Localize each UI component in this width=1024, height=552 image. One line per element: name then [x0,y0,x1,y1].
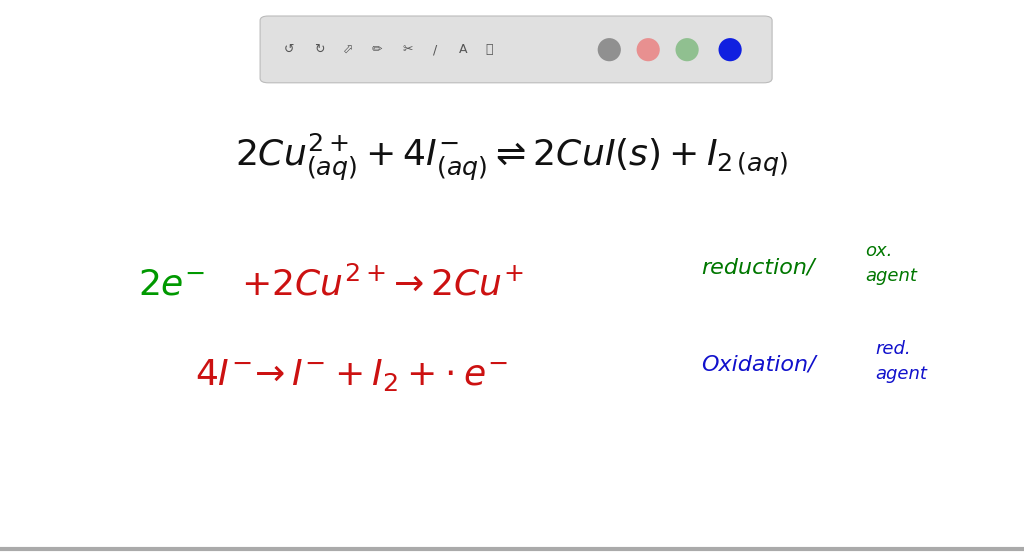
Text: agent: agent [876,365,928,383]
Ellipse shape [598,38,621,61]
Text: $+2Cu^{2+}\!\rightarrow 2Cu^{+}$: $+2Cu^{2+}\!\rightarrow 2Cu^{+}$ [241,266,523,302]
Text: A: A [459,43,467,56]
Text: Oxidation/: Oxidation/ [701,354,816,374]
Text: /: / [433,43,437,56]
Text: ⬀: ⬀ [343,43,353,56]
Text: reduction/: reduction/ [701,258,815,278]
Text: ↻: ↻ [314,43,325,56]
Text: ↺: ↺ [284,43,294,56]
Text: $2e^{-}$: $2e^{-}$ [138,267,206,301]
Text: ✏: ✏ [372,43,382,56]
Text: ox.: ox. [865,242,893,260]
Ellipse shape [676,38,698,61]
Text: ⛰: ⛰ [485,43,494,56]
Text: $2Cu^{2+}_{(aq)} + 4I^{-}_{(aq)} \rightleftharpoons 2CuI(s) + I_{2\,(aq)}$: $2Cu^{2+}_{(aq)} + 4I^{-}_{(aq)} \rightl… [236,132,788,183]
Text: ✂: ✂ [402,43,413,56]
FancyBboxPatch shape [260,16,772,83]
Text: agent: agent [865,267,918,285]
Text: red.: red. [876,340,911,358]
Text: $4I^{-}\!\rightarrow I^{-}+I_{2}+\!\cdot e^{-}$: $4I^{-}\!\rightarrow I^{-}+I_{2}+\!\cdot… [195,357,507,394]
Ellipse shape [719,38,741,61]
Ellipse shape [637,38,659,61]
